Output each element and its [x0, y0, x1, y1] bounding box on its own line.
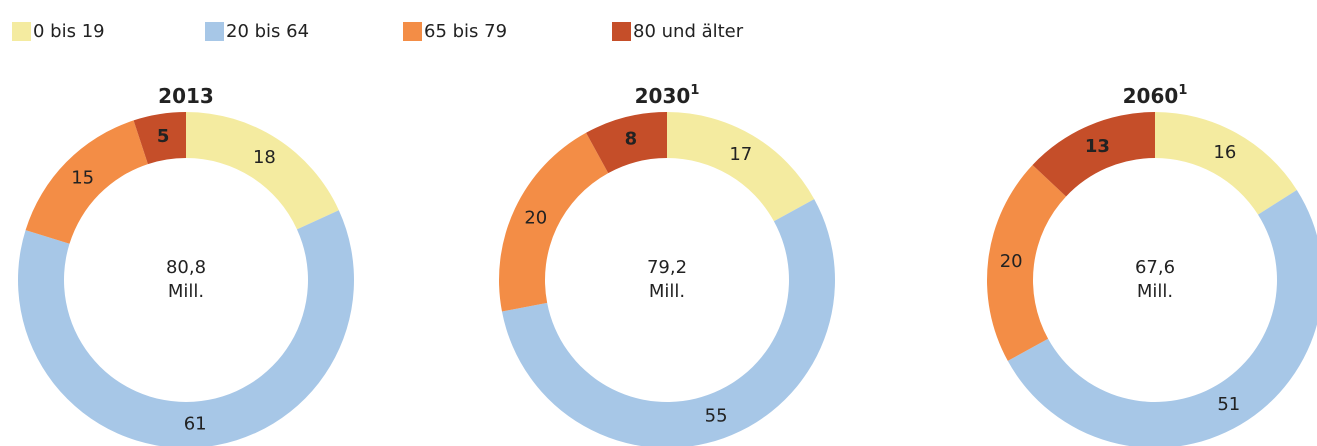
legend-swatch — [403, 22, 422, 41]
chart-title: 20601 — [1123, 83, 1188, 108]
center-label: 67,6 — [1135, 257, 1175, 278]
donut-segment — [667, 112, 815, 222]
center-label: Mill. — [1137, 281, 1173, 302]
chart-title: 20301 — [635, 83, 700, 108]
segment-label: 13 — [1085, 136, 1110, 157]
chart-title-text: 2030 — [635, 84, 691, 108]
segment-label: 20 — [1000, 251, 1023, 272]
donut-segment — [1007, 189, 1317, 446]
legend-swatch — [12, 22, 31, 41]
chart-title: 2013 — [158, 84, 214, 108]
donut-segment — [987, 164, 1067, 361]
chart-title-text: 2060 — [1123, 84, 1179, 108]
center-label: Mill. — [168, 281, 204, 302]
segment-label: 61 — [184, 414, 207, 435]
segment-label: 51 — [1217, 394, 1240, 415]
donut-segment — [18, 210, 354, 446]
donut-segment — [1032, 112, 1155, 197]
legend-label: 0 bis 19 — [33, 21, 105, 42]
title-footnote: 1 — [690, 83, 699, 98]
center-label: Mill. — [649, 281, 685, 302]
donut-segment — [586, 112, 667, 174]
donut-segment — [501, 199, 835, 446]
donut-segment — [133, 112, 186, 165]
segment-label: 17 — [729, 144, 752, 165]
legend-label: 20 bis 64 — [226, 21, 309, 42]
donut-segment — [499, 132, 609, 312]
donut-segment — [25, 120, 148, 244]
donut-segment — [186, 112, 339, 230]
segment-label: 5 — [157, 126, 170, 147]
legend-label: 80 und älter — [633, 21, 744, 42]
legend-swatch — [612, 22, 631, 41]
donut-segment — [1155, 112, 1297, 215]
segment-label: 55 — [705, 405, 728, 426]
legend-swatch — [205, 22, 224, 41]
title-footnote: 1 — [1178, 83, 1187, 98]
segment-label: 20 — [524, 207, 547, 228]
segment-label: 8 — [625, 129, 638, 150]
legend-label: 65 bis 79 — [424, 21, 507, 42]
center-label: 80,8 — [166, 257, 206, 278]
segment-label: 18 — [253, 147, 276, 168]
segment-label: 15 — [71, 167, 94, 188]
chart-title-text: 2013 — [158, 84, 214, 108]
center-label: 79,2 — [647, 257, 687, 278]
segment-label: 16 — [1213, 142, 1236, 163]
